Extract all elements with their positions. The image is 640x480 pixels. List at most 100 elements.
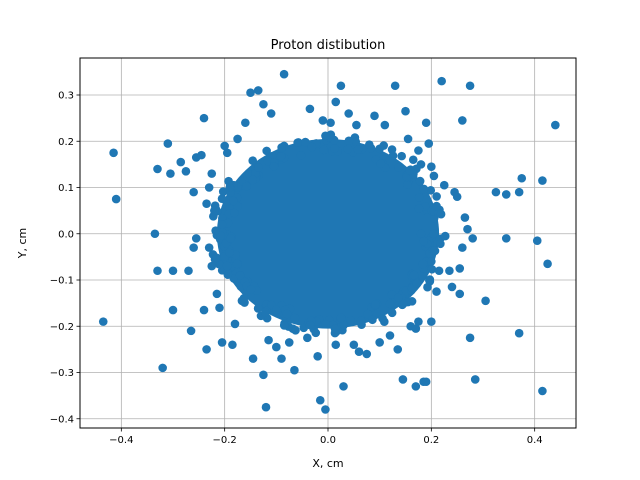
y-tick-label: 0.1	[58, 183, 74, 194]
y-tick-label: −0.4	[50, 414, 74, 425]
cluster-edge-point	[296, 150, 306, 160]
cluster-edge-point	[423, 282, 432, 292]
scatter-point	[303, 333, 312, 343]
scatter-point	[390, 81, 400, 91]
scatter-point	[150, 229, 160, 239]
scatter-point	[305, 104, 315, 114]
scatter-point	[424, 139, 434, 148]
x-tick-label: 0.0	[320, 435, 336, 446]
scatter-point	[501, 234, 511, 243]
scatter-point	[421, 377, 431, 387]
x-tick-label: −0.4	[109, 435, 133, 446]
scatter-point	[153, 164, 162, 174]
cluster-edge-point	[248, 175, 258, 185]
cluster-edge-point	[385, 299, 395, 309]
scatter-point	[158, 363, 167, 373]
scatter-point	[463, 224, 472, 234]
scatter-point	[491, 187, 501, 197]
scatter-point	[166, 169, 175, 178]
scatter-point	[98, 317, 108, 326]
scatter-point	[212, 289, 222, 299]
scatter-point	[259, 370, 268, 380]
scatter-point	[517, 173, 527, 183]
y-tick-label: 0.2	[58, 137, 74, 148]
cluster-edge-point	[429, 246, 439, 255]
scatter-point	[210, 206, 219, 215]
cluster-edge-point	[239, 293, 249, 303]
y-tick-label: −0.3	[50, 368, 74, 379]
cluster-edge-point	[319, 145, 328, 155]
cluster-edge-point	[339, 320, 349, 330]
cluster-edge-point	[353, 145, 363, 154]
scatter-point	[465, 81, 475, 91]
scatter-point	[253, 86, 263, 95]
core-cluster-mark	[216, 138, 440, 329]
cluster-edge-point	[378, 314, 387, 323]
cluster-edge-point	[387, 290, 397, 299]
scatter-point	[207, 169, 217, 178]
cluster-edge-point	[217, 194, 227, 204]
scatter-point	[220, 141, 229, 151]
scatter-point	[538, 176, 547, 185]
cluster-edge-point	[261, 307, 270, 317]
cluster-edge-point	[436, 209, 446, 219]
scatter-point	[375, 338, 384, 347]
scatter-point	[246, 88, 255, 97]
scatter-point	[272, 342, 281, 352]
scatter-point	[455, 289, 465, 299]
scatter-point	[439, 180, 449, 190]
scatter-point	[538, 386, 547, 396]
scatter-point	[207, 261, 217, 271]
scatter-point	[217, 220, 227, 229]
cluster-edge-point	[418, 259, 428, 269]
core-cluster	[208, 130, 450, 338]
cluster-edge-point	[272, 305, 281, 315]
scatter-point	[429, 171, 439, 181]
cluster-edge-point	[321, 131, 330, 141]
cluster-edge-point	[218, 213, 227, 223]
cluster-edge-point	[357, 320, 366, 329]
scatter-point	[184, 266, 193, 276]
cluster-edge-point	[394, 293, 403, 302]
scatter-point	[168, 266, 178, 276]
scatter-point	[248, 354, 258, 363]
scatter-point	[427, 162, 436, 171]
scatter-point	[163, 139, 173, 148]
cluster-edge-point	[436, 239, 445, 249]
cluster-edge-point	[279, 321, 289, 330]
scatter-point	[414, 146, 423, 155]
scatter-point	[339, 382, 348, 391]
scatter-point	[393, 345, 403, 354]
cluster-edge-point	[346, 316, 355, 325]
cluster-edge-point	[419, 236, 428, 246]
scatter-point	[277, 354, 286, 363]
scatter-point	[447, 282, 457, 292]
scatter-point	[111, 194, 121, 204]
scatter-point	[259, 99, 268, 109]
scatter-point	[204, 183, 214, 192]
cluster-edge-point	[415, 176, 425, 186]
scatter-point	[370, 111, 379, 121]
cluster-edge-point	[225, 248, 234, 257]
scatter-point	[445, 266, 454, 276]
cluster-edge-point	[432, 192, 441, 201]
scatter-point	[352, 120, 361, 130]
cluster-edge-point	[387, 308, 397, 318]
scatter-point	[458, 116, 467, 125]
cluster-edge-point	[253, 304, 263, 313]
scatter-point	[197, 150, 206, 160]
scatter-point	[455, 264, 465, 273]
scatter-point	[261, 402, 271, 412]
scatter-point	[427, 257, 436, 266]
scatter-point	[551, 120, 560, 130]
scatter-point	[217, 338, 227, 347]
cluster-edge-point	[388, 151, 398, 160]
scatter-point	[403, 134, 413, 144]
cluster-edge-point	[371, 300, 380, 309]
scatter-point	[354, 347, 364, 356]
cluster-edge-point	[364, 140, 374, 150]
cluster-edge-point	[330, 324, 340, 334]
cluster-edge-point	[305, 320, 315, 330]
x-tick-label: −0.2	[213, 435, 237, 446]
cluster-edge-point	[397, 151, 406, 161]
